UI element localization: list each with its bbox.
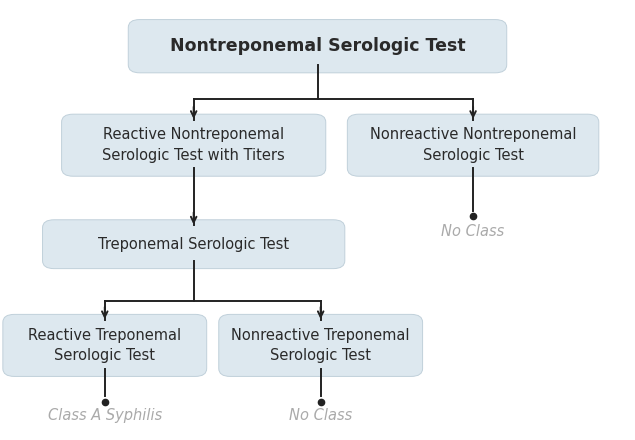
Text: Reactive Treponemal
Serologic Test: Reactive Treponemal Serologic Test (28, 328, 182, 363)
FancyBboxPatch shape (62, 114, 326, 176)
FancyBboxPatch shape (347, 114, 599, 176)
FancyBboxPatch shape (218, 314, 423, 376)
Text: No Class: No Class (289, 408, 352, 423)
FancyBboxPatch shape (3, 314, 206, 376)
Text: Nonreactive Treponemal
Serologic Test: Nonreactive Treponemal Serologic Test (231, 328, 410, 363)
Text: Treponemal Serologic Test: Treponemal Serologic Test (98, 237, 289, 252)
Text: Reactive Nontreponemal
Serologic Test with Titers: Reactive Nontreponemal Serologic Test wi… (102, 128, 285, 163)
Text: No Class: No Class (441, 224, 505, 238)
Text: Class A Syphilis: Class A Syphilis (48, 408, 162, 423)
FancyBboxPatch shape (128, 19, 507, 73)
FancyBboxPatch shape (43, 220, 345, 268)
Text: Nonreactive Nontreponemal
Serologic Test: Nonreactive Nontreponemal Serologic Test (370, 128, 577, 163)
Text: Nontreponemal Serologic Test: Nontreponemal Serologic Test (170, 37, 465, 55)
